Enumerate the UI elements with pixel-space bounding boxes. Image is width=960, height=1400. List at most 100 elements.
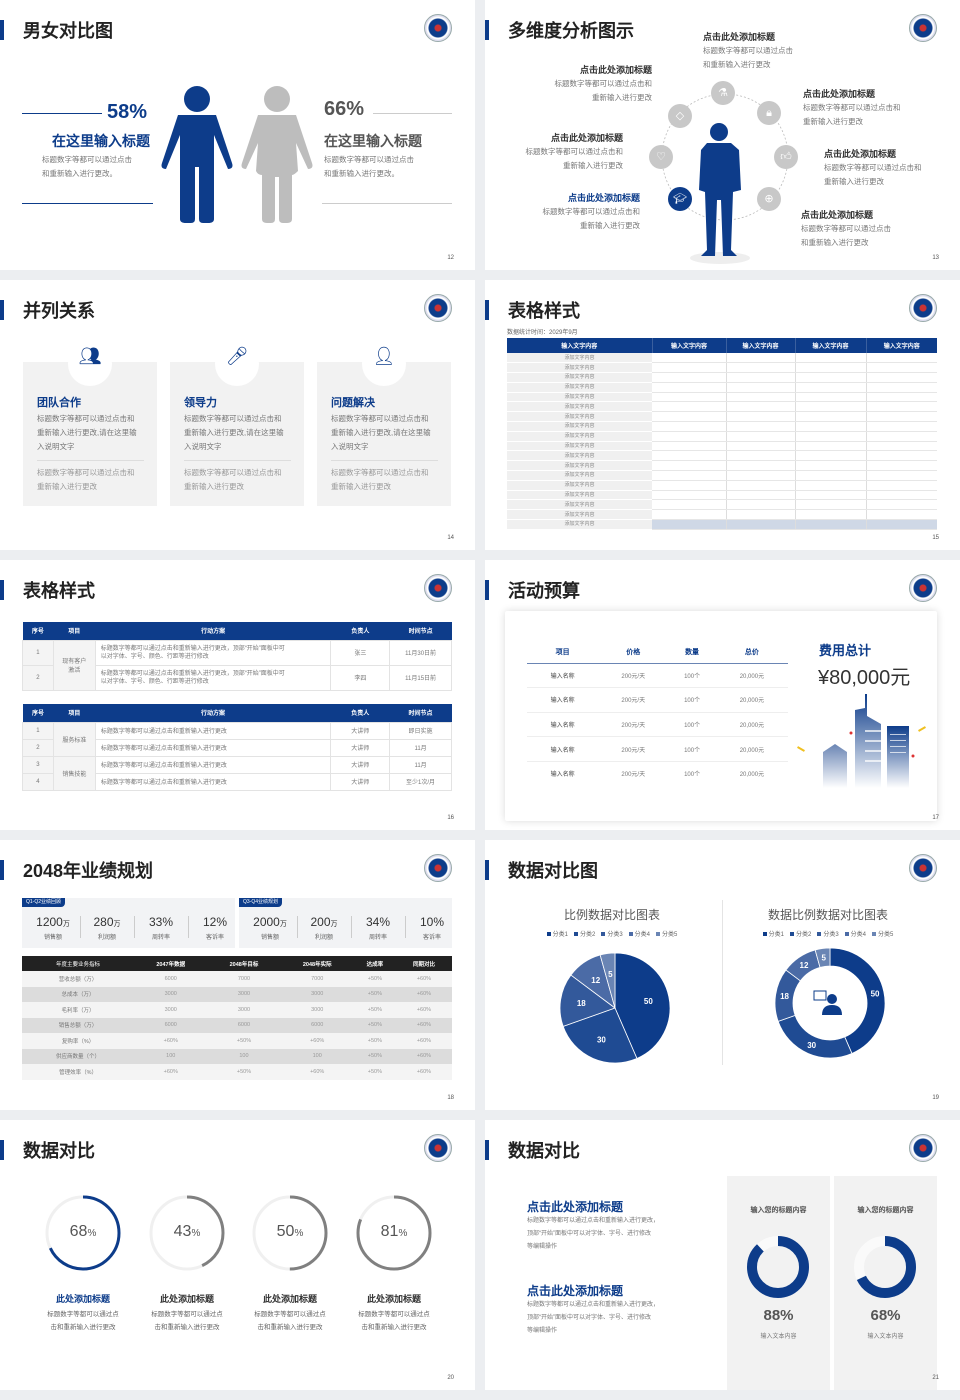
- table-cell[interactable]: [794, 353, 866, 364]
- table-cell[interactable]: [725, 470, 795, 481]
- table-cell[interactable]: [652, 362, 726, 374]
- analysis-item[interactable]: 点击此处添加标题标题数字等都可以通过点击和重新输入进行更改: [555, 64, 653, 105]
- table-cell[interactable]: [725, 372, 795, 383]
- table-cell[interactable]: [794, 411, 866, 423]
- table-cell[interactable]: [794, 441, 866, 452]
- table-cell[interactable]: [794, 490, 866, 501]
- table-cell[interactable]: [725, 499, 795, 511]
- item-title: 点击此处添加标题: [567, 193, 640, 203]
- slide-title: 多维度分析图示: [508, 21, 634, 41]
- table-cell[interactable]: [725, 382, 795, 393]
- table-cell[interactable]: [652, 519, 726, 530]
- table-cell[interactable]: [865, 519, 937, 530]
- donut-fill: [747, 1236, 809, 1298]
- item-title: 点击此处添加标题: [703, 32, 776, 42]
- block-title[interactable]: 点击此处添加标题: [527, 1284, 624, 1298]
- table-cell[interactable]: [794, 450, 866, 462]
- table-cell[interactable]: [865, 441, 937, 452]
- table-cell[interactable]: [725, 450, 795, 462]
- table-cell[interactable]: [794, 470, 866, 481]
- table-cell[interactable]: [865, 353, 937, 364]
- table-cell[interactable]: [652, 470, 726, 481]
- table-cell[interactable]: [794, 362, 866, 374]
- table-cell[interactable]: [725, 411, 795, 423]
- table-cell[interactable]: [865, 431, 937, 442]
- analysis-item[interactable]: 点击此处添加标题标题数字等都可以通过点击和重新输入进行更改: [803, 88, 901, 129]
- table-cell[interactable]: [865, 490, 937, 501]
- table-cell[interactable]: [725, 362, 795, 374]
- analysis-item[interactable]: 点击此处添加标题标题数字等都可以通过点击和重新输入进行更改: [543, 192, 641, 233]
- table-cell[interactable]: [794, 519, 866, 530]
- table-cell[interactable]: [652, 499, 726, 511]
- block-title[interactable]: 点击此处添加标题: [527, 1200, 624, 1214]
- table-cell: 输入名称: [527, 712, 599, 738]
- table-cell[interactable]: [794, 431, 866, 442]
- table-cell[interactable]: [865, 460, 937, 472]
- table-cell[interactable]: [652, 372, 726, 383]
- table-cell[interactable]: [652, 460, 726, 472]
- desc-line: 标题数字等都可以通过点: [358, 1311, 430, 1318]
- table-cell[interactable]: [794, 480, 866, 491]
- table-cell[interactable]: [794, 401, 866, 413]
- table-cell[interactable]: [865, 480, 937, 491]
- table-cell[interactable]: [652, 480, 726, 491]
- kpi-value: 12%: [192, 915, 238, 929]
- table-cell[interactable]: [725, 421, 795, 432]
- table-cell[interactable]: [865, 372, 937, 383]
- table-cell[interactable]: [652, 509, 726, 521]
- table-cell[interactable]: [725, 431, 795, 442]
- analysis-item[interactable]: 点击此处添加标题标题数字等都可以通过点击和重新输入进行更改: [703, 31, 793, 72]
- table-cell: 200元/天: [598, 712, 669, 738]
- analysis-item[interactable]: 点击此处添加标题标题数字等都可以通过点击和重新输入进行更改: [824, 148, 922, 189]
- table-cell[interactable]: [865, 411, 937, 423]
- table-cell[interactable]: [794, 372, 866, 383]
- table-cell[interactable]: [725, 460, 795, 472]
- table-cell[interactable]: [652, 441, 726, 452]
- table-cell[interactable]: [725, 441, 795, 452]
- table-cell[interactable]: [652, 431, 726, 442]
- table-cell[interactable]: [652, 353, 726, 364]
- analysis-item[interactable]: 点击此处添加标题标题数字等都可以通过点击和重新输入进行更改: [801, 209, 891, 250]
- table-cell[interactable]: [794, 382, 866, 393]
- table-cell[interactable]: [865, 450, 937, 462]
- table-row: 添加文字内容: [507, 411, 937, 423]
- table-cell[interactable]: [794, 421, 866, 432]
- table-cell[interactable]: [725, 401, 795, 413]
- table-cell[interactable]: [725, 509, 795, 521]
- table-cell[interactable]: [865, 509, 937, 521]
- table-cell[interactable]: [794, 499, 866, 511]
- table-cell[interactable]: [865, 421, 937, 432]
- table-cell[interactable]: [652, 411, 726, 423]
- table-cell[interactable]: [725, 519, 795, 530]
- table-cell[interactable]: [652, 490, 726, 501]
- table-cell: 20,000元: [715, 712, 788, 738]
- table-cell[interactable]: [794, 392, 866, 403]
- table-cell: +60%: [416, 1053, 432, 1060]
- table-cell[interactable]: [865, 470, 937, 481]
- table-cell[interactable]: [865, 382, 937, 393]
- table-cell[interactable]: [725, 480, 795, 491]
- kpi-label: 利润额: [314, 935, 333, 941]
- analysis-item[interactable]: 点击此处添加标题标题数字等都可以通过点击和重新输入进行更改: [526, 132, 624, 173]
- kpi-number: 280: [93, 915, 114, 929]
- table-cell[interactable]: [725, 490, 795, 501]
- table-cell[interactable]: [865, 392, 937, 403]
- table-cell[interactable]: [652, 382, 726, 393]
- table-cell[interactable]: [794, 509, 866, 521]
- table-cell[interactable]: [652, 450, 726, 462]
- table-cell[interactable]: [865, 362, 937, 374]
- table-cell[interactable]: [725, 353, 795, 364]
- table-cell[interactable]: [652, 392, 726, 403]
- table-cell[interactable]: [652, 421, 726, 432]
- table-cell[interactable]: [865, 499, 937, 511]
- table-cell: 100: [239, 1053, 249, 1060]
- slide-12: 男女对比图 58% 在这里输入标题 标题数字等都可以通过点击 和重新输入进行更改。…: [0, 0, 475, 270]
- title-accent-bar: [485, 300, 489, 320]
- table-cell[interactable]: [725, 392, 795, 403]
- table-cell[interactable]: [652, 401, 726, 413]
- speaker-podium-icon: 🎤︎: [225, 346, 249, 366]
- table-cell[interactable]: [865, 401, 937, 413]
- emblem-logo: [424, 854, 452, 882]
- row-label: 添加文字内容: [507, 353, 652, 364]
- table-cell[interactable]: [794, 460, 866, 472]
